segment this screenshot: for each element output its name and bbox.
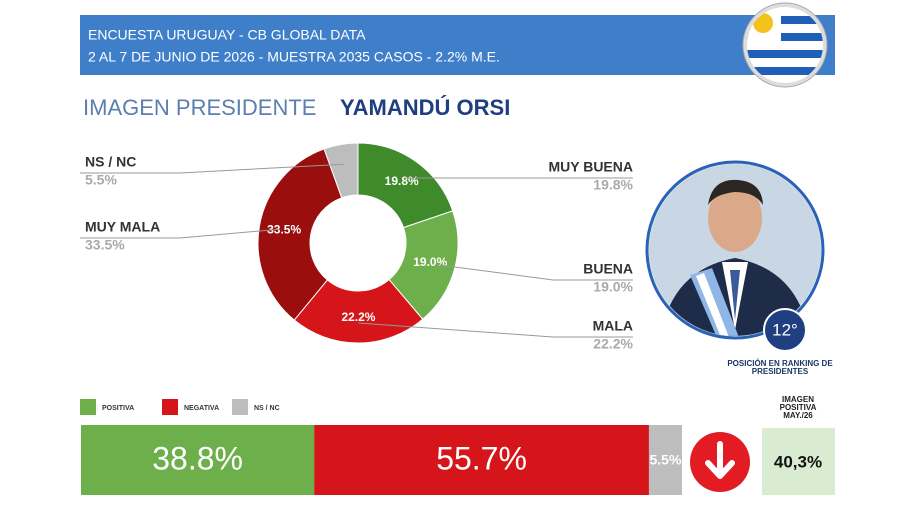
- legend-swatch: [232, 399, 248, 415]
- category-label: MUY BUENA: [548, 159, 633, 175]
- value-label: 19.0%: [593, 279, 633, 295]
- bar-value-label: 55.7%: [436, 440, 527, 476]
- previous-value: 40,3%: [774, 452, 822, 471]
- value-label: 5.5%: [85, 172, 117, 188]
- flag: [742, 2, 828, 88]
- slice-label: 19.0%: [413, 255, 447, 269]
- value-label: 33.5%: [85, 237, 125, 253]
- category-label: NS / NC: [85, 154, 136, 170]
- bar-value-label: 5.5%: [650, 452, 682, 468]
- ranking-badge: [763, 308, 807, 352]
- category-label: MUY MALA: [85, 219, 160, 235]
- donut-slice: [388, 210, 459, 320]
- ranking-caption: POSICIÓN EN RANKING DE PRESIDENTES: [727, 359, 833, 376]
- slice-label: 22.2%: [341, 310, 375, 324]
- value-label: 19.8%: [593, 177, 633, 193]
- donut-slice: [257, 148, 343, 321]
- legend-swatch: [162, 399, 178, 415]
- trend-arrow: [705, 441, 735, 479]
- legend-label: POSITIVA: [102, 405, 134, 412]
- donut-slice: [293, 278, 424, 344]
- bar-segment: [648, 425, 682, 495]
- legend-label: NEGATIVA: [184, 405, 219, 412]
- portrait: [645, 160, 825, 340]
- header-line: 2 AL 7 DE JUNIO DE 2026 - MUESTRA 2035 C…: [88, 49, 500, 65]
- header-line: ENCUESTA URUGUAY - CB GLOBAL DATA: [88, 27, 366, 43]
- category-label: BUENA: [583, 261, 633, 277]
- value-label: 22.2%: [593, 336, 633, 352]
- leader-line: [80, 228, 280, 239]
- previous-box: [762, 428, 835, 495]
- leader-line: [435, 263, 633, 281]
- slice-label: 19.8%: [385, 174, 419, 188]
- category-label: MALA: [593, 318, 633, 334]
- leader-line: [80, 163, 345, 174]
- donut-slice: [323, 142, 359, 199]
- leader-line: [358, 322, 633, 338]
- previous-label: IMAGEN POSITIVA MAY./26: [779, 395, 817, 420]
- title-label: IMAGEN PRESIDENTE: [83, 95, 316, 120]
- title-name: YAMANDÚ ORSI: [340, 95, 510, 120]
- legend-swatch: [80, 399, 96, 415]
- bar-segment: [314, 425, 649, 495]
- bar-value-label: 38.8%: [152, 440, 243, 476]
- header-bar: [80, 15, 835, 75]
- slice-label: 33.5%: [267, 222, 301, 236]
- ranking-position: 12°: [772, 320, 798, 339]
- bar-segment: [81, 425, 315, 495]
- legend-label: NS / NC: [254, 405, 280, 412]
